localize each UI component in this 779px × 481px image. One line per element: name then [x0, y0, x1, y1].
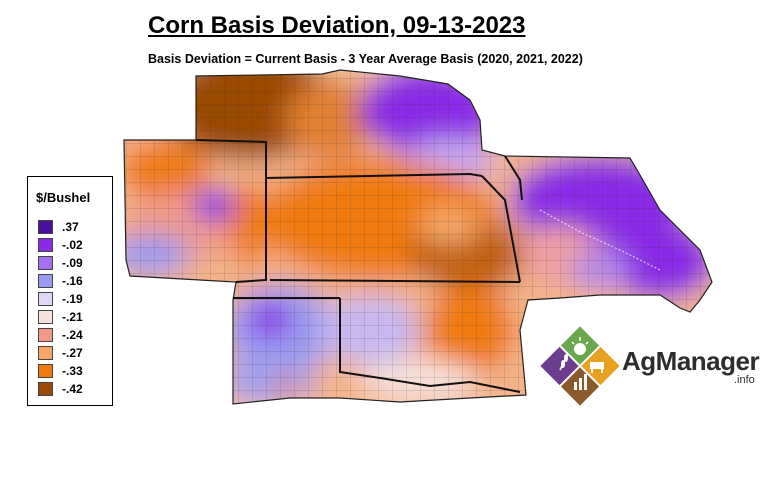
legend-item: -.33	[38, 364, 112, 379]
legend-label: -.19	[62, 292, 83, 306]
legend-item: -.16	[38, 274, 112, 289]
legend-item: .37	[38, 220, 112, 235]
legend-title: $/Bushel	[36, 190, 91, 205]
legend-swatch	[38, 256, 53, 270]
state-borders	[195, 139, 523, 393]
map-subtitle: Basis Deviation = Current Basis - 3 Year…	[148, 52, 583, 66]
legend-swatch	[38, 310, 53, 324]
legend-item: -.42	[38, 382, 112, 397]
legend-label: -.33	[62, 364, 83, 378]
legend-item: -.02	[38, 238, 112, 253]
legend-swatch	[38, 292, 53, 306]
legend: $/Bushel .37 -.02 -.09 -.16 -.19 -.21 -.…	[27, 176, 113, 406]
agmanager-logo-icon	[540, 326, 620, 406]
legend-item: -.27	[38, 346, 112, 361]
legend-label: -.21	[62, 310, 83, 324]
legend-label: -.42	[62, 382, 83, 396]
legend-label: -.27	[62, 346, 83, 360]
legend-swatch	[38, 364, 53, 378]
legend-item: -.19	[38, 292, 112, 307]
legend-item: -.21	[38, 310, 112, 325]
legend-label: -.16	[62, 274, 83, 288]
legend-swatch	[38, 220, 53, 234]
legend-label: -.02	[62, 238, 83, 252]
legend-item: -.09	[38, 256, 112, 271]
legend-swatch	[38, 346, 53, 360]
legend-swatch	[38, 328, 53, 342]
legend-swatch	[38, 382, 53, 396]
legend-swatch	[38, 274, 53, 288]
region-outline	[123, 69, 713, 405]
legend-label: .37	[62, 220, 79, 234]
map-title: Corn Basis Deviation, 09-13-2023	[148, 12, 526, 39]
logo-name: AgManager	[622, 346, 760, 376]
legend-label: -.24	[62, 328, 83, 342]
legend-swatch	[38, 238, 53, 252]
legend-item: -.24	[38, 328, 112, 343]
logo-suffix: .info	[734, 374, 755, 386]
legend-label: -.09	[62, 256, 83, 270]
